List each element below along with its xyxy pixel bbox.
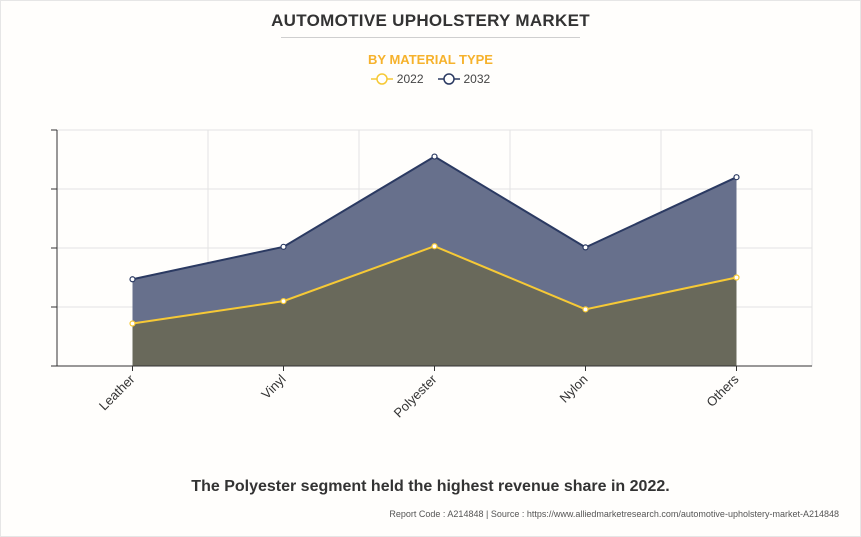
report-code: Report Code : A214848 xyxy=(389,509,484,519)
data-point-2032 xyxy=(280,243,287,250)
x-tick-label: Leather xyxy=(96,371,138,413)
legend-label-2032: 2032 xyxy=(463,72,491,86)
data-point-2032 xyxy=(431,153,438,160)
data-point-2032 xyxy=(733,174,740,181)
data-point-2032 xyxy=(129,276,136,283)
data-point-2022 xyxy=(280,298,287,305)
legend-marker-2022 xyxy=(370,73,393,85)
chart-title: AUTOMOTIVE UPHOLSTERY MARKET xyxy=(271,11,590,30)
legend-item-2022[interactable]: 2022 xyxy=(370,72,424,86)
source-link[interactable]: Source : https://www.alliedmarketresearc… xyxy=(490,509,839,519)
area-2022 xyxy=(132,246,737,366)
x-tick-label: Vinyl xyxy=(258,371,288,401)
chart-subtitle: BY MATERIAL TYPE xyxy=(368,52,493,67)
x-tick-label: Polyester xyxy=(391,371,440,420)
footer: Report Code : A214848 | Source : https:/… xyxy=(389,509,839,519)
data-point-2022 xyxy=(431,243,438,250)
legend-marker-2032 xyxy=(437,73,460,85)
data-point-2032 xyxy=(582,244,589,251)
data-point-2022 xyxy=(582,306,589,313)
footer-separator: | xyxy=(485,509,489,519)
legend: 2022 2032 xyxy=(0,72,861,86)
data-point-2022 xyxy=(733,274,740,281)
data-point-2022 xyxy=(129,320,136,327)
title-divider xyxy=(281,37,580,38)
legend-label-2022: 2022 xyxy=(396,72,424,86)
legend-item-2032[interactable]: 2032 xyxy=(437,72,491,86)
x-tick-label: Nylon xyxy=(557,372,591,406)
chart-caption: The Polyester segment held the highest r… xyxy=(191,478,670,495)
x-tick-label: Others xyxy=(703,371,742,410)
